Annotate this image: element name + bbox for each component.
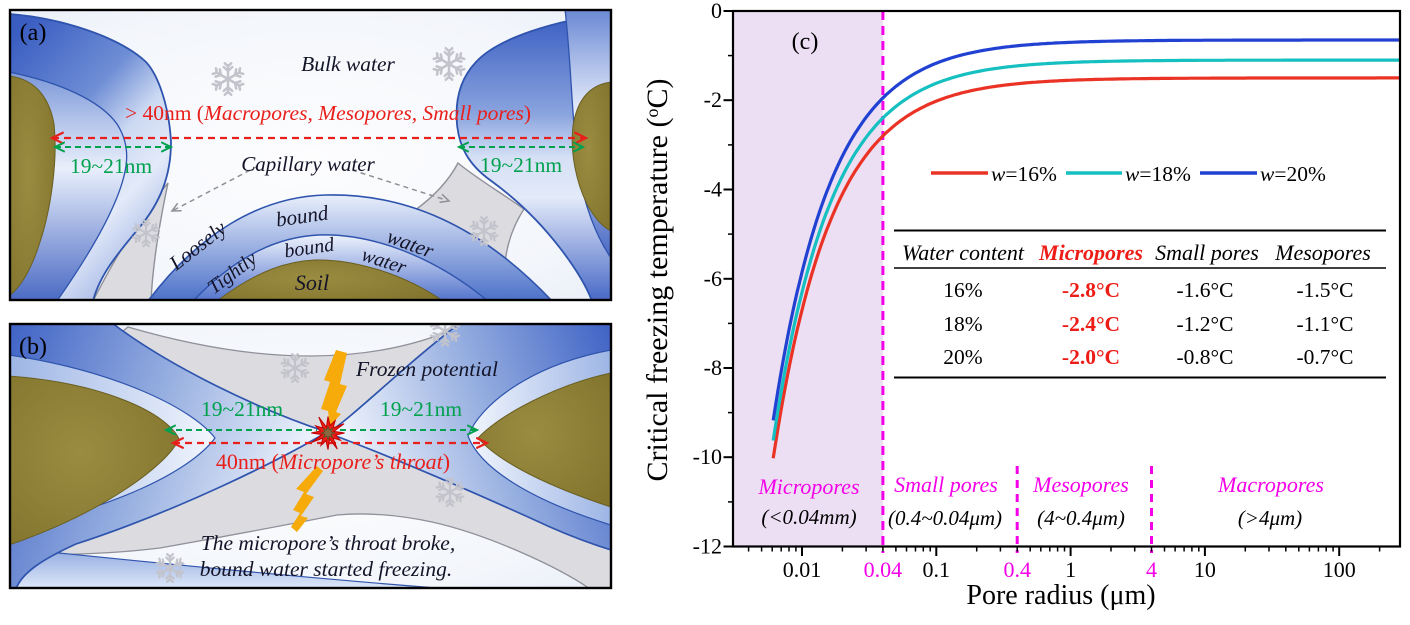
svg-text:19~21nm: 19~21nm (70, 154, 152, 178)
svg-text:w=20%: w=20% (1260, 162, 1326, 186)
svg-text:Mesopores: Mesopores (1032, 472, 1129, 497)
svg-text:-1.1°C: -1.1°C (1297, 312, 1354, 336)
svg-text:Mesopores: Mesopores (1274, 240, 1371, 265)
svg-text:19~21nm: 19~21nm (201, 397, 283, 421)
svg-text:bound water started freezing.: bound water started freezing. (200, 557, 452, 581)
svg-text:0.04: 0.04 (864, 557, 903, 582)
svg-text:-2.8°C: -2.8°C (1062, 278, 1120, 302)
svg-text:(b): (b) (19, 334, 47, 360)
svg-text:-10: -10 (693, 444, 722, 469)
svg-text:-6: -6 (704, 266, 722, 291)
svg-text:19~21nm: 19~21nm (380, 397, 462, 421)
svg-text:-2.0°C: -2.0°C (1062, 345, 1120, 369)
svg-text:40nm (Micropore’s throat): 40nm (Micropore’s throat) (216, 449, 450, 474)
svg-text:Capillary water: Capillary water (241, 152, 375, 176)
svg-text:1: 1 (1065, 557, 1076, 582)
svg-text:Micropores: Micropores (1038, 240, 1143, 265)
svg-text:16%: 16% (943, 278, 983, 302)
svg-text:-0.7°C: -0.7°C (1297, 345, 1354, 369)
svg-text:(c): (c) (792, 29, 819, 55)
svg-text:-12: -12 (693, 534, 722, 559)
svg-text:4: 4 (1146, 557, 1157, 582)
svg-text:100: 100 (1323, 557, 1356, 582)
svg-text:The micropore’s throat broke,: The micropore’s throat broke, (201, 531, 455, 555)
svg-text:Frozen potential: Frozen potential (355, 357, 498, 381)
svg-text:Water content: Water content (902, 240, 1025, 265)
svg-text:(4~0.4μm): (4~0.4μm) (1037, 506, 1125, 530)
svg-text:-4: -4 (704, 177, 722, 202)
svg-text:-2.4°C: -2.4°C (1062, 312, 1120, 336)
svg-text:-8: -8 (704, 355, 722, 380)
svg-text:Small pores: Small pores (894, 472, 998, 497)
svg-text:> 40nm (Macropores, Mesopores,: > 40nm (Macropores, Mesopores, Small por… (125, 101, 531, 125)
svg-text:-1.2°C: -1.2°C (1177, 312, 1234, 336)
svg-text:Bulk water: Bulk water (301, 52, 395, 76)
svg-text:20%: 20% (943, 345, 983, 369)
svg-text:Pore radius (μm): Pore radius (μm) (966, 580, 1155, 611)
svg-text:Critical freezing temperature: Critical freezing temperature (oC) (641, 79, 674, 482)
svg-text:-1.5°C: -1.5°C (1297, 278, 1354, 302)
svg-text:(<0.04mm): (<0.04mm) (761, 505, 856, 529)
svg-text:10: 10 (1194, 557, 1216, 582)
svg-text:18%: 18% (943, 312, 983, 336)
svg-text:Macropores: Macropores (1217, 472, 1324, 497)
svg-text:Small pores: Small pores (1155, 240, 1259, 265)
svg-text:(>4μm): (>4μm) (1238, 506, 1302, 530)
svg-text:0.01: 0.01 (783, 557, 822, 582)
svg-text:-1.6°C: -1.6°C (1177, 278, 1234, 302)
svg-text:0.1: 0.1 (923, 557, 951, 582)
svg-text:(0.4~0.04μm): (0.4~0.04μm) (888, 506, 1002, 530)
svg-text:0.4: 0.4 (1003, 557, 1031, 582)
svg-text:(a): (a) (20, 20, 47, 46)
svg-text:Micropores: Micropores (757, 474, 859, 499)
svg-text:Soil: Soil (295, 270, 329, 295)
svg-text:-2: -2 (704, 87, 722, 112)
svg-text:w=18%: w=18% (1125, 162, 1191, 186)
svg-text:0: 0 (711, 0, 722, 23)
svg-text:-0.8°C: -0.8°C (1177, 345, 1234, 369)
svg-text:19~21nm: 19~21nm (480, 153, 562, 177)
svg-text:w=16%: w=16% (991, 162, 1057, 186)
